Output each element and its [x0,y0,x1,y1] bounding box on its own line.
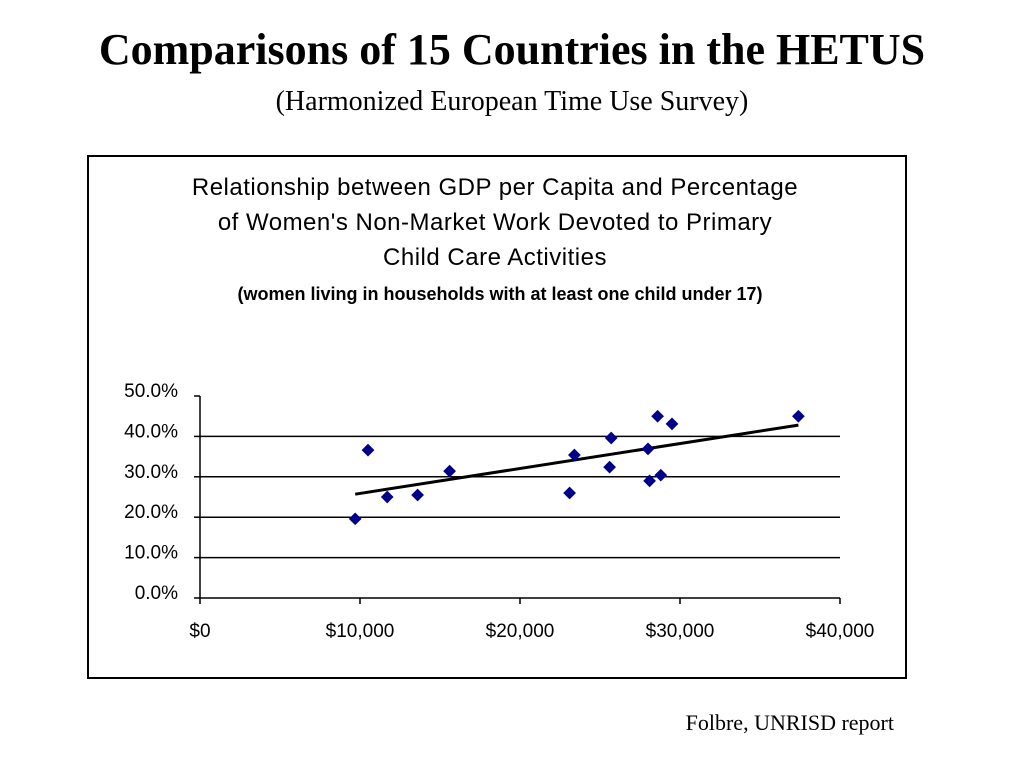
y-tick-label: 30.0% [124,462,178,483]
point [651,409,664,423]
point [654,468,668,482]
y-tick-label: 20.0% [124,502,178,523]
y-tick-label: 10.0% [124,543,178,564]
x-tick-label: $30,000 [646,621,715,642]
trendline [354,423,799,496]
x-tick-label: $10,000 [326,621,395,642]
slide-subtitle: (Harmonized European Time Use Survey) [275,86,749,117]
point [604,431,618,445]
x-tick-label: $0 [189,621,210,642]
point [380,490,394,504]
x-tick-label: $20,000 [486,621,555,642]
point [361,443,375,457]
y-tick-label: 40.0% [124,421,178,442]
source: Folbre, UNRISD report [685,710,894,735]
chart-title: Relationship between GDP per Capita and … [191,174,799,271]
slide-title: Comparisons of 15 Countries in the HETUS [98,25,926,74]
y-tick-label: 0.0% [135,583,178,604]
point [348,512,362,526]
x-tick-label: $40,000 [806,621,875,642]
point [411,488,424,502]
point [563,486,576,500]
point [792,409,805,423]
chart-subtitle: (women living in households with at leas… [237,284,763,304]
point [443,464,456,478]
point [641,442,655,456]
point [603,460,616,474]
chart-frame [87,155,907,679]
y-tick-label: 50.0% [124,381,178,402]
point [665,417,679,431]
